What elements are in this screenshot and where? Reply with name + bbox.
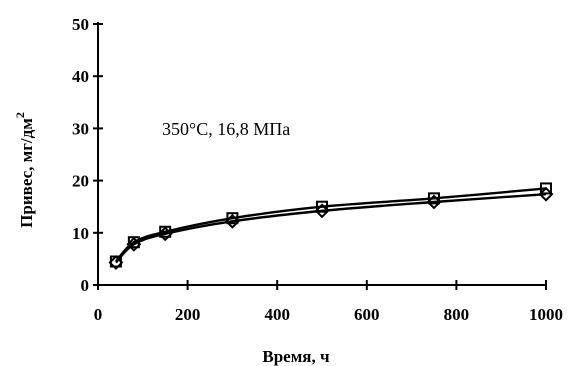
y-tick-label-5: 50 <box>72 15 89 34</box>
series-1-point-5 <box>426 194 442 210</box>
x-axis-title: Время, ч <box>262 347 330 366</box>
y-tick-label-2: 20 <box>72 172 89 191</box>
series-1-point-4 <box>314 203 330 219</box>
series-1-point-1 <box>126 236 142 252</box>
series-1-point-3 <box>224 213 240 229</box>
y-axis-title-superscript: 2 <box>13 112 27 118</box>
series-1-point-2 <box>157 226 173 242</box>
series-0-point-6 <box>540 182 552 195</box>
x-tick-label-0: 0 <box>94 305 103 324</box>
y-tick-label-4: 40 <box>72 67 89 86</box>
chart-annotation: 350°C, 16,8 МПа <box>162 119 290 139</box>
x-tick-label-3: 600 <box>354 305 380 324</box>
y-tick-label-0: 0 <box>81 276 90 295</box>
series-1-point-6 <box>538 186 554 202</box>
y-axis-title-text: Привес, мг/дм <box>17 118 36 228</box>
y-tick-label-3: 30 <box>72 119 89 138</box>
x-tick-label-5: 1000 <box>529 305 563 324</box>
x-tick-label-4: 800 <box>444 305 470 324</box>
x-tick-label-1: 200 <box>175 305 201 324</box>
y-axis-title: Привес, мг/дм2 <box>13 112 36 228</box>
y-tick-label-1: 10 <box>72 224 89 243</box>
series-1-point-0 <box>108 255 124 270</box>
series-0-point-3 <box>226 212 239 225</box>
series-0-point-5 <box>428 192 440 205</box>
x-tick-label-2: 400 <box>264 305 290 324</box>
